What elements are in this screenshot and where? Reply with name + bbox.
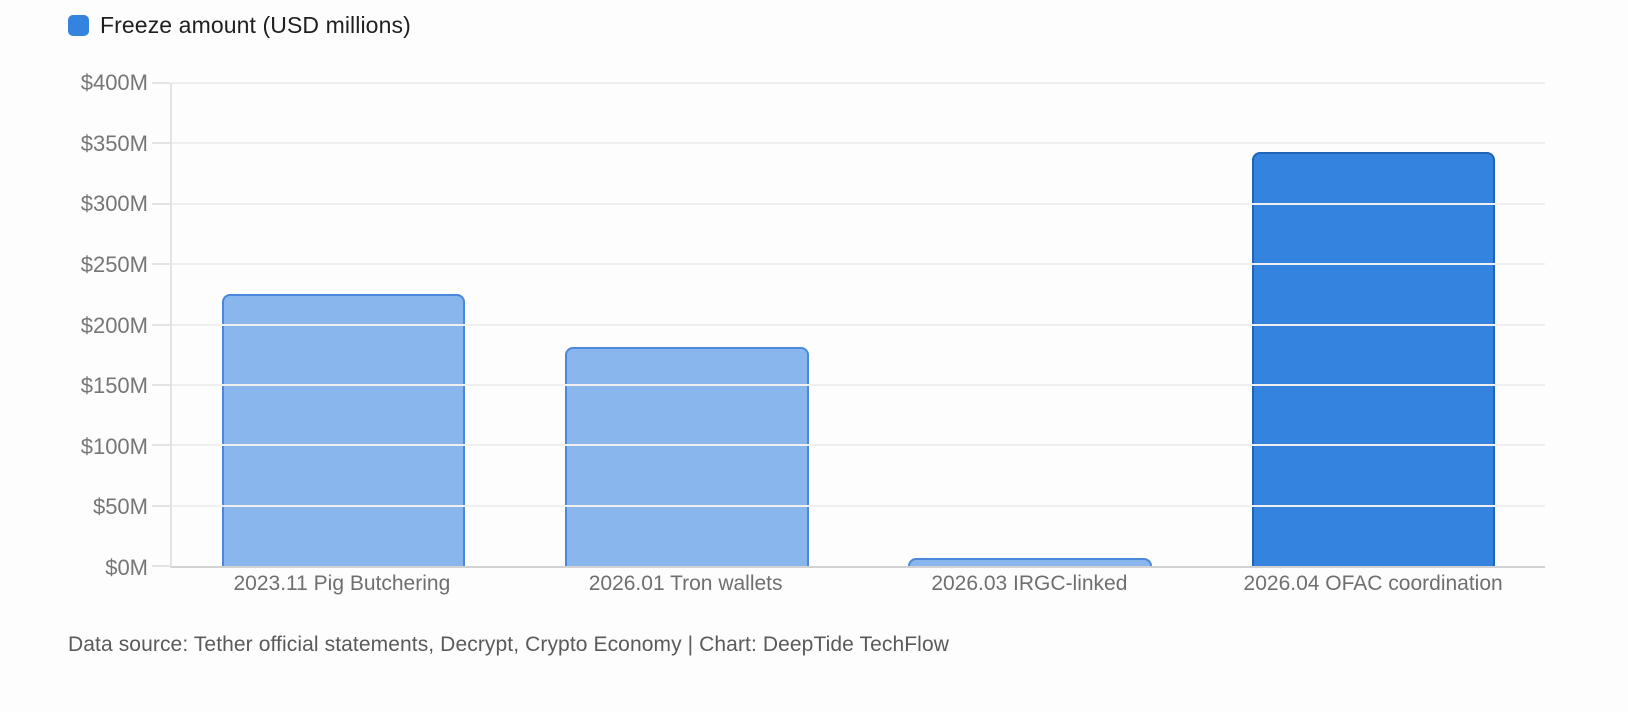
y-tick-label: $300M — [80, 191, 148, 217]
y-tick-label: $200M — [80, 312, 148, 338]
y-tick-label: $350M — [80, 130, 148, 156]
footer-caption: Data source: Tether official statements,… — [68, 633, 949, 656]
x-axis-label: 2023.11 Pig Butchering — [233, 572, 451, 595]
gridline — [172, 263, 1545, 266]
gridline — [172, 142, 1545, 145]
y-tick-label: $400M — [80, 70, 148, 95]
y-tick-label: $150M — [80, 373, 148, 399]
axis-tick — [152, 202, 170, 205]
x-axis: 2023.11 Pig Butchering 2026.01 Tron walle… — [170, 572, 1545, 596]
bar[interactable] — [908, 557, 1152, 566]
gridline — [172, 323, 1545, 326]
gridline — [172, 383, 1545, 386]
gridline — [172, 82, 1545, 84]
bar[interactable] — [1251, 151, 1496, 566]
y-tick-label: $0M — [105, 555, 148, 580]
axis-tick — [152, 82, 170, 84]
legend-swatch-icon — [68, 15, 89, 36]
x-axis-label: 2026.03 IRGC-linked — [931, 572, 1128, 595]
axis-tick — [152, 565, 170, 567]
gridline — [172, 202, 1545, 205]
axis-tick — [152, 504, 170, 507]
chart-plot — [152, 82, 1545, 568]
gridline — [172, 504, 1545, 507]
legend-item[interactable]: Freeze amount (USD millions) — [68, 12, 411, 39]
axis-tick — [152, 142, 170, 145]
axis-tick — [152, 444, 170, 447]
bar-slot — [859, 83, 1202, 566]
bar[interactable] — [565, 347, 809, 566]
y-tick-label: $50M — [92, 494, 148, 520]
axis-tick — [152, 263, 170, 266]
bar[interactable] — [221, 294, 466, 566]
y-tick-label: $250M — [80, 251, 148, 277]
bar-slot — [1202, 83, 1545, 566]
y-tick-label: $100M — [80, 433, 148, 459]
legend-label: Freeze amount (USD millions) — [100, 12, 411, 38]
bar-slot — [172, 83, 515, 566]
x-axis-label: 2026.01 Tron wallets — [588, 572, 783, 595]
axis-tick — [152, 383, 170, 386]
gridline — [172, 444, 1545, 447]
x-axis-label: 2026.04 OFAC coordination — [1243, 572, 1503, 595]
axis-tick — [152, 323, 170, 326]
y-axis: $400M $350M $300M $250M $200M $150M $100M $50M $… — [0, 70, 148, 580]
